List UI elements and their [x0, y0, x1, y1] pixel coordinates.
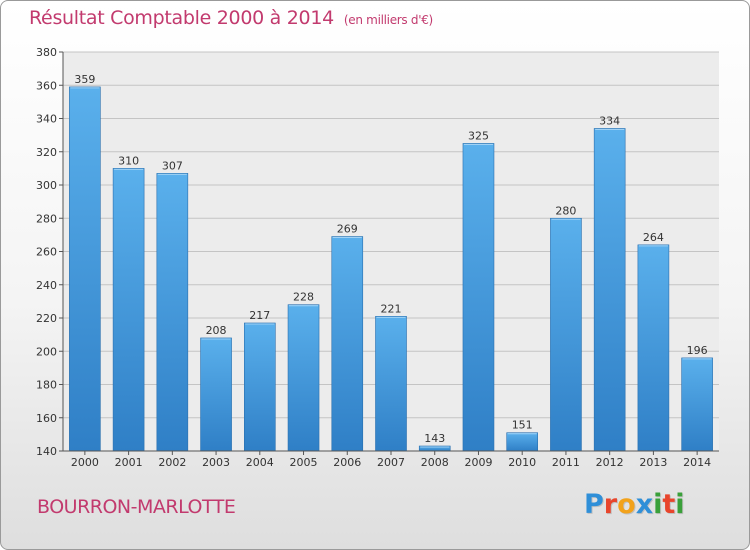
x-tick-label: 2009	[464, 456, 492, 469]
x-tick-label: 2004	[246, 456, 274, 469]
logo-letter: r	[603, 489, 618, 520]
bar	[331, 236, 364, 452]
y-tick-label: 240	[36, 279, 57, 292]
x-tick-label: 2006	[333, 456, 361, 469]
data-label: 310	[118, 154, 139, 167]
y-tick-label: 380	[36, 46, 57, 59]
x-tick-label: 2010	[508, 456, 536, 469]
data-label: 325	[468, 129, 489, 142]
x-tick-label: 2012	[596, 456, 624, 469]
logo-letter: i	[653, 489, 663, 520]
logo-letter: P	[584, 489, 604, 520]
bar	[637, 244, 670, 452]
logo-letter: x	[635, 489, 654, 520]
x-tick-label: 2013	[639, 456, 667, 469]
x-tick-label: 2001	[115, 456, 143, 469]
logo-letter: o	[617, 489, 636, 520]
y-tick-label: 200	[36, 345, 57, 358]
y-tick-label: 320	[36, 146, 57, 159]
y-tick-label: 160	[36, 412, 57, 425]
data-label: 196	[687, 344, 708, 357]
y-tick-label: 360	[36, 79, 57, 92]
x-tick-label: 2011	[552, 456, 580, 469]
bar	[375, 316, 407, 452]
y-tick-label: 300	[36, 179, 57, 192]
data-label: 280	[555, 204, 576, 217]
chart-unit: (en milliers d'€)	[343, 13, 433, 27]
x-tick-label: 2003	[202, 456, 230, 469]
data-label: 151	[512, 419, 533, 432]
data-label: 359	[74, 73, 95, 86]
bar	[156, 173, 189, 452]
data-label: 208	[206, 324, 227, 337]
x-tick-label: 2002	[158, 456, 186, 469]
x-tick-label: 2008	[421, 456, 449, 469]
bar	[200, 337, 232, 452]
bar	[593, 128, 626, 452]
data-label: 217	[249, 309, 270, 322]
bar	[550, 217, 582, 452]
logo-letter: i	[675, 489, 685, 520]
x-tick-label: 2000	[71, 456, 99, 469]
data-label: 264	[643, 231, 664, 244]
y-tick-label: 140	[36, 445, 57, 458]
bar	[681, 357, 713, 452]
data-label: 269	[337, 223, 358, 236]
data-label: 228	[293, 291, 314, 304]
y-tick-label: 340	[36, 113, 57, 126]
bar	[287, 304, 320, 452]
bar	[462, 143, 495, 452]
proxiti-logo: Proxiti	[584, 489, 685, 520]
y-tick-label: 280	[36, 212, 57, 225]
y-tick-label: 220	[36, 312, 57, 325]
y-tick-label: 180	[36, 379, 57, 392]
x-tick-label: 2014	[683, 456, 711, 469]
bar	[112, 168, 145, 452]
x-tick-label: 2005	[290, 456, 318, 469]
data-label: 334	[599, 114, 620, 127]
data-label: 307	[162, 159, 183, 172]
logo-letter: t	[662, 489, 676, 520]
chart-title: Résultat Comptable 2000 à 2014 (en millie…	[29, 7, 433, 29]
data-label: 143	[424, 432, 445, 445]
bar	[506, 432, 539, 452]
y-tick-label: 260	[36, 246, 57, 259]
bar	[244, 322, 276, 452]
commune-name: BOURRON-MARLOTTE	[37, 496, 236, 518]
data-label: 221	[381, 302, 402, 315]
x-tick-label: 2007	[377, 456, 405, 469]
chart-title-text: Résultat Comptable 2000 à 2014	[29, 7, 334, 29]
bar	[69, 86, 101, 452]
